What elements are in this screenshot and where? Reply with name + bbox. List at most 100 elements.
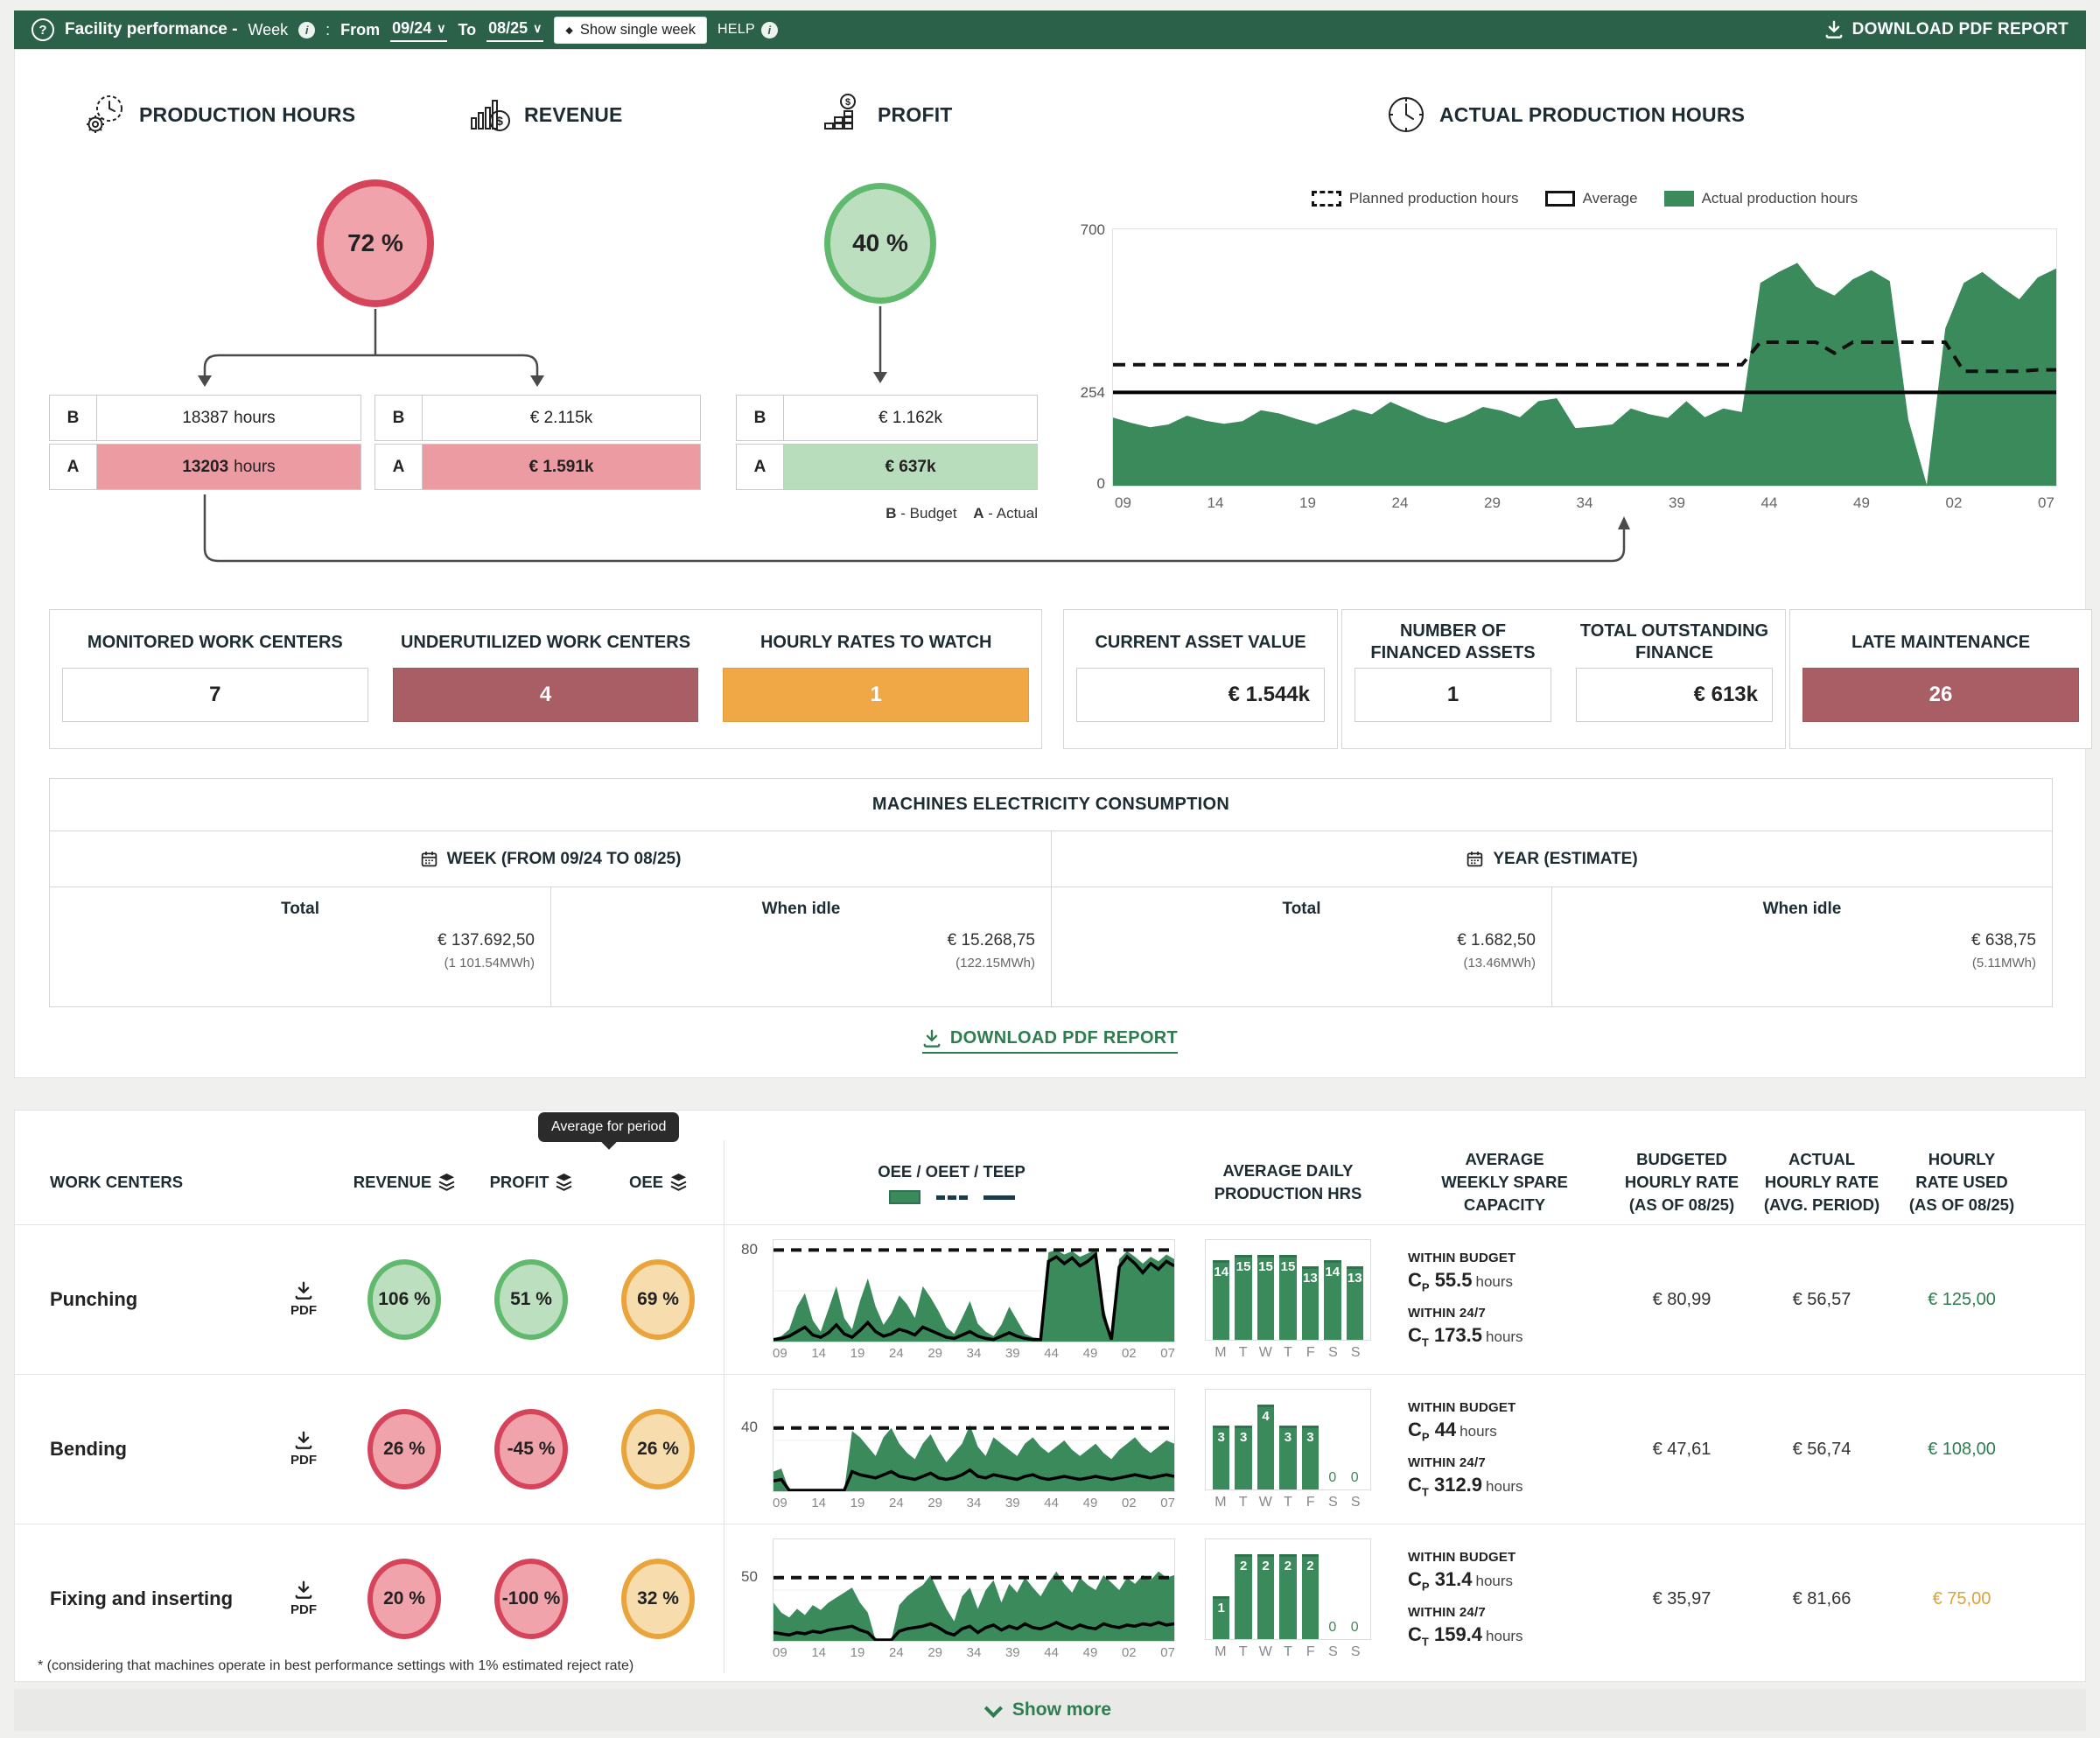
chevron-down-icon: ∨ bbox=[533, 21, 542, 35]
asset-value: € 1.544k bbox=[1076, 668, 1325, 722]
to-label: To bbox=[458, 20, 477, 39]
week-idle-amount: € 15.268,75 bbox=[947, 931, 1035, 950]
budget-row-label: B bbox=[49, 395, 97, 441]
y-tick-700: 700 bbox=[1080, 221, 1105, 238]
header-profit: PROFIT bbox=[470, 1140, 592, 1224]
profit-percent-circle: 40 % bbox=[824, 183, 936, 304]
average-for-period-tooltip: Average for period bbox=[538, 1112, 680, 1142]
work-center-name: Fixing and inserting bbox=[50, 1587, 234, 1609]
budgeted-hourly-rate: € 80,99 bbox=[1652, 1289, 1712, 1309]
table-row-punching: Punching PDF 106 % 51 % 69 % 80 09 14 19 24… bbox=[15, 1224, 2085, 1374]
revenue-percent-circle: 20 % bbox=[368, 1559, 441, 1639]
green-swatch-icon bbox=[1663, 191, 1694, 207]
download-icon bbox=[295, 1580, 312, 1599]
download-pdf-report-label: DOWNLOAD PDF REPORT bbox=[949, 1028, 1179, 1048]
production-hours-percent-circle: 72 % bbox=[317, 179, 434, 307]
header-work-centers: WORK CENTERS bbox=[50, 1173, 184, 1192]
actual-hourly-rate: € 81,66 bbox=[1792, 1588, 1852, 1608]
production-hours-title: PRODUCTION HOURS bbox=[139, 102, 356, 126]
revenue-actual-value: € 1.591k bbox=[423, 444, 701, 490]
electricity-week-header: WEEK (FROM 09/24 TO 08/25) bbox=[50, 831, 1051, 887]
help-logo-icon[interactable]: ? bbox=[32, 18, 54, 41]
profit-percent: 40 % bbox=[852, 229, 908, 256]
year-total-amount: € 1.682,50 bbox=[1457, 931, 1536, 950]
chevron-down-icon: ∨ bbox=[437, 21, 446, 35]
year-idle-amount: € 638,75 bbox=[1971, 931, 2036, 950]
header-oee: OEE bbox=[592, 1140, 724, 1224]
coin-stacks-icon: $ bbox=[824, 94, 856, 130]
underutilized-value: 4 bbox=[392, 668, 699, 722]
work-center-name: Punching bbox=[50, 1288, 138, 1310]
week-total-mwh: (1 101.54MWh) bbox=[444, 956, 535, 971]
download-pdf-report-button[interactable]: DOWNLOAD PDF REPORT bbox=[1824, 20, 2068, 39]
late-maintenance-card: LATE MAINTENANCE 26 bbox=[1789, 609, 2092, 749]
work-centers-table-card: Average for period WORK CENTERS REVENUE … bbox=[14, 1110, 2086, 1682]
actual-row-label: A bbox=[736, 444, 784, 490]
year-idle-mwh: (5.11MWh) bbox=[1971, 956, 2036, 971]
header-pdf-spacer bbox=[269, 1140, 339, 1224]
week-idle-mwh: (122.15MWh) bbox=[956, 956, 1035, 971]
page-title: Facility performance - bbox=[65, 20, 238, 39]
help-link[interactable]: HELP i bbox=[717, 21, 778, 39]
from-week-select[interactable]: 09/24 ∨ bbox=[390, 18, 448, 42]
show-more-label: Show more bbox=[1012, 1699, 1112, 1720]
clock-icon bbox=[1389, 97, 1424, 132]
actual-hourly-rate: € 56,74 bbox=[1792, 1439, 1852, 1459]
download-pdf-report-link[interactable]: DOWNLOAD PDF REPORT bbox=[921, 1028, 1179, 1054]
machines-electricity-consumption-table: MACHINES ELECTRICITY CONSUMPTION WEEK (F… bbox=[49, 778, 2053, 1007]
oee-oeet-teep-legend bbox=[888, 1190, 1015, 1205]
header-revenue: REVENUE bbox=[339, 1140, 470, 1224]
actual-row-label: A bbox=[374, 444, 423, 490]
spare-capacity-cell: WITHIN BUDGET CP 55.5 hours WITHIN 24/7 C… bbox=[1408, 1250, 1523, 1349]
actual-hourly-rate: € 56,57 bbox=[1792, 1289, 1852, 1309]
show-single-week-button[interactable]: ◆ Show single week bbox=[554, 16, 707, 44]
revenue-title: REVENUE bbox=[524, 102, 623, 126]
profit-percent-circle: -100 % bbox=[494, 1559, 568, 1639]
pdf-download-button[interactable]: PDF bbox=[290, 1431, 317, 1468]
underutilized-work-centers: UNDERUTILIZED WORK CENTERS 4 bbox=[381, 610, 711, 748]
diamond-icon: ◆ bbox=[565, 25, 573, 36]
revenue-budget-actual-table: B € 2.115k A € 1.591k bbox=[374, 395, 701, 493]
chevron-down-icon bbox=[984, 1699, 1003, 1718]
sort-layers-icon[interactable] bbox=[670, 1173, 687, 1192]
show-single-week-label: Show single week bbox=[579, 21, 696, 38]
work-center-name: Bending bbox=[50, 1438, 127, 1460]
oee-percent-circle: 69 % bbox=[621, 1259, 695, 1340]
header-actual-rate: ACTUAL HOURLY RATE (AVG. PERIOD) bbox=[1763, 1150, 1880, 1214]
finance-stats-card: NUMBER OF FINANCED ASSETS 1 TOTAL OUTSTA… bbox=[1341, 609, 1786, 749]
pdf-download-button[interactable]: PDF bbox=[290, 1580, 317, 1617]
to-week-select[interactable]: 08/25 ∨ bbox=[486, 18, 544, 42]
outstanding-finance-value: € 613k bbox=[1576, 668, 1773, 722]
sort-layers-icon[interactable] bbox=[556, 1173, 572, 1192]
week-info-icon[interactable]: i bbox=[298, 21, 316, 39]
show-more-button[interactable]: Show more bbox=[14, 1689, 2086, 1731]
teep-swatch-icon bbox=[983, 1195, 1015, 1200]
pdf-download-button[interactable]: PDF bbox=[290, 1281, 317, 1318]
budgeted-hourly-rate: € 47,61 bbox=[1652, 1439, 1712, 1459]
hourly-rate-used: € 125,00 bbox=[1928, 1289, 1996, 1309]
profit-title: PROFIT bbox=[878, 102, 953, 126]
help-label: HELP bbox=[717, 22, 755, 37]
actual-production-hours-title: ACTUAL PRODUCTION HOURS bbox=[1439, 102, 1746, 126]
late-maintenance-label: LATE MAINTENANCE bbox=[1851, 632, 2031, 652]
sort-layers-icon[interactable] bbox=[438, 1173, 455, 1192]
clock-gear-icon bbox=[87, 95, 122, 133]
table-row-fixing-and-inserting: Fixing and inserting PDF 20 % -100 % 32 … bbox=[15, 1524, 2085, 1673]
outstanding-finance-label: TOTAL OUTSTANDING FINANCE bbox=[1579, 621, 1769, 662]
year-total-mwh: (13.46MWh) bbox=[1463, 956, 1536, 971]
monitored-value: 7 bbox=[62, 668, 368, 722]
monitored-label: MONITORED WORK CENTERS bbox=[87, 632, 343, 652]
work-centers-table-header: WORK CENTERS REVENUE PROFIT OEE bbox=[15, 1140, 2085, 1224]
download-pdf-report-label: DOWNLOAD PDF REPORT bbox=[1852, 20, 2068, 39]
oee-trend-chart: 40 09 14 19 24 29 34 39 44 49 02 07 bbox=[733, 1388, 1175, 1510]
production-hours-header: PRODUCTION HOURS bbox=[83, 92, 355, 137]
facility-overview-card: PRODUCTION HOURS $ REVENUE $ PROFIT bbox=[14, 49, 2092, 1078]
legend-average: Average bbox=[1544, 190, 1638, 207]
actual-production-hours-header: ACTUAL PRODUCTION HOURS bbox=[1383, 92, 1745, 137]
legend-actual: Actual production hours bbox=[1663, 190, 1858, 207]
profit-percent-circle: -45 % bbox=[494, 1409, 568, 1489]
download-icon bbox=[923, 1029, 941, 1048]
budget-row-label: B bbox=[736, 395, 784, 441]
oeet-swatch-icon bbox=[935, 1195, 968, 1200]
